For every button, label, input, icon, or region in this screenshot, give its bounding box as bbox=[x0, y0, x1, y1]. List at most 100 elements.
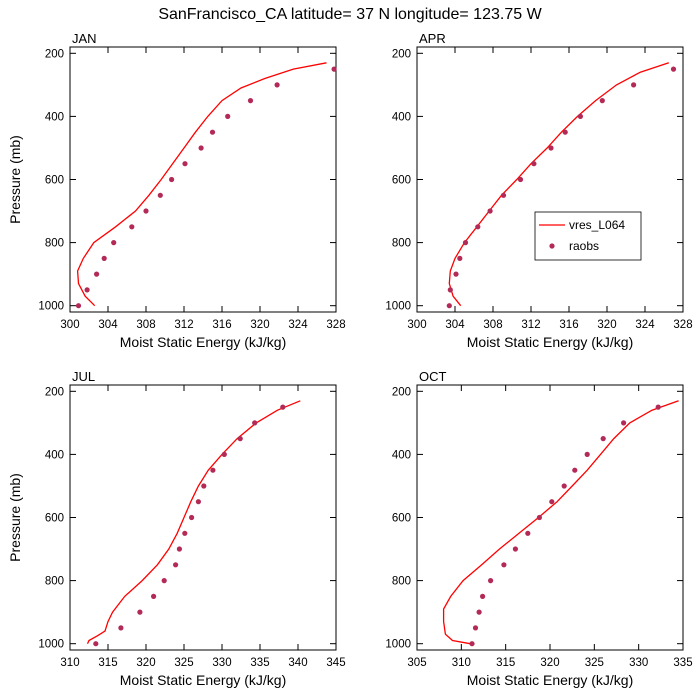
x-tick-label: 345 bbox=[326, 657, 345, 669]
data-point-raobs bbox=[176, 546, 182, 552]
x-tick-label: 310 bbox=[60, 657, 79, 669]
x-tick-label: 304 bbox=[445, 319, 465, 331]
data-point-raobs bbox=[584, 451, 590, 457]
x-tick-label: 324 bbox=[288, 319, 308, 331]
panel-oct: OCT 305 310 315 320 325 330 335 200 400 600 800 1000… bbox=[385, 369, 692, 688]
x-tick-label: 300 bbox=[60, 319, 79, 331]
data-point-raobs bbox=[599, 98, 605, 104]
data-point-raobs bbox=[201, 483, 207, 489]
data-point-raobs bbox=[209, 129, 216, 135]
y-tick-label: 600 bbox=[45, 513, 64, 525]
data-point-raobs bbox=[500, 192, 507, 198]
y-tick-label: 200 bbox=[45, 386, 64, 398]
data-point-raobs bbox=[195, 499, 201, 505]
data-point-raobs bbox=[577, 113, 584, 119]
y-axis-label: Pressure (mb) bbox=[7, 473, 23, 562]
plot-frame bbox=[69, 46, 337, 313]
data-point-raobs bbox=[93, 641, 99, 647]
x-tick-label: 312 bbox=[174, 319, 193, 331]
x-tick-label: 324 bbox=[635, 319, 655, 331]
x-tick-label: 316 bbox=[559, 319, 578, 331]
series-line-vres_L064 bbox=[442, 400, 679, 645]
data-point-raobs bbox=[151, 593, 157, 600]
series-line-vres_L064 bbox=[76, 62, 327, 307]
x-tick-label: 304 bbox=[98, 319, 118, 331]
x-tick-label: 325 bbox=[585, 657, 604, 669]
x-tick-label: 305 bbox=[407, 657, 426, 669]
data-point-raobs bbox=[143, 208, 149, 214]
y-tick-label: 800 bbox=[45, 238, 64, 250]
data-point-raobs bbox=[549, 499, 555, 505]
figure-title: SanFrancisco_CA latitude= 37 N longitude… bbox=[158, 6, 542, 23]
x-tick-label: 320 bbox=[136, 657, 155, 669]
data-point-raobs bbox=[600, 436, 606, 442]
x-tick-label: 328 bbox=[673, 319, 692, 331]
data-point-raobs bbox=[210, 467, 216, 473]
data-point-raobs bbox=[487, 208, 493, 214]
x-axis-label: Moist Static Energy (kJ/kg) bbox=[120, 672, 287, 688]
y-tick-label: 200 bbox=[392, 386, 411, 398]
x-tick-label: 315 bbox=[496, 657, 515, 669]
data-point-raobs bbox=[225, 113, 231, 119]
x-tick-label: 330 bbox=[629, 657, 648, 669]
panel-label: JUL bbox=[72, 369, 95, 384]
y-tick-label: 200 bbox=[392, 48, 411, 60]
data-point-raobs bbox=[129, 224, 135, 230]
data-point-raobs bbox=[447, 287, 453, 293]
panel-jan: JAN 300 304 308 312 316 320 324 328 200 400 600 800 1… bbox=[7, 31, 346, 350]
data-point-raobs bbox=[453, 271, 459, 277]
data-point-raobs bbox=[182, 530, 188, 536]
data-point-raobs bbox=[247, 98, 254, 104]
x-tick-label: 325 bbox=[174, 657, 193, 669]
y-tick-label: 1000 bbox=[38, 639, 64, 651]
y-tick-label: 1000 bbox=[38, 301, 64, 313]
data-point-raobs bbox=[173, 562, 179, 568]
legend-marker-label: raobs bbox=[569, 239, 599, 253]
data-point-raobs bbox=[161, 578, 167, 584]
data-point-raobs bbox=[572, 467, 578, 473]
data-point-raobs bbox=[198, 145, 204, 151]
data-point-raobs bbox=[561, 483, 567, 489]
y-tick-label: 600 bbox=[392, 513, 411, 525]
y-tick-label: 400 bbox=[392, 449, 411, 461]
x-tick-label: 335 bbox=[250, 657, 269, 669]
data-point-raobs bbox=[137, 609, 143, 615]
x-tick-label: 330 bbox=[212, 657, 231, 669]
plot-frame bbox=[69, 384, 337, 651]
data-point-raobs bbox=[517, 176, 524, 183]
y-tick-label: 800 bbox=[392, 238, 411, 250]
data-point-raobs bbox=[531, 161, 537, 167]
data-point-raobs bbox=[237, 436, 243, 442]
x-tick-label: 335 bbox=[673, 657, 692, 669]
data-point-raobs bbox=[536, 514, 543, 521]
y-tick-label: 400 bbox=[392, 111, 411, 123]
x-tick-label: 320 bbox=[250, 319, 269, 331]
legend-box bbox=[534, 211, 642, 261]
data-point-raobs bbox=[101, 255, 107, 261]
x-tick-label: 320 bbox=[540, 657, 559, 669]
data-point-raobs bbox=[480, 593, 486, 600]
data-point-raobs bbox=[111, 240, 117, 246]
y-tick-label: 1000 bbox=[385, 639, 411, 651]
x-tick-label: 312 bbox=[521, 319, 540, 331]
data-point-raobs bbox=[446, 303, 452, 309]
data-point-raobs bbox=[457, 255, 463, 261]
data-point-raobs bbox=[75, 303, 82, 309]
series-line-vres_L064 bbox=[86, 400, 301, 644]
panel-label: JAN bbox=[72, 31, 97, 46]
data-point-raobs bbox=[84, 287, 90, 293]
data-point-raobs bbox=[331, 66, 337, 72]
series-line-vres_L064 bbox=[448, 62, 670, 307]
y-tick-label: 400 bbox=[45, 449, 64, 461]
data-point-raobs bbox=[252, 420, 258, 426]
x-axis-label: Moist Static Energy (kJ/kg) bbox=[467, 672, 634, 688]
x-tick-label: 316 bbox=[212, 319, 231, 331]
legend-marker-swatch bbox=[549, 243, 555, 249]
data-point-raobs bbox=[169, 176, 175, 183]
data-point-raobs bbox=[525, 530, 531, 536]
data-point-raobs bbox=[655, 404, 661, 410]
data-point-raobs bbox=[182, 161, 188, 167]
y-tick-label: 200 bbox=[45, 48, 64, 60]
